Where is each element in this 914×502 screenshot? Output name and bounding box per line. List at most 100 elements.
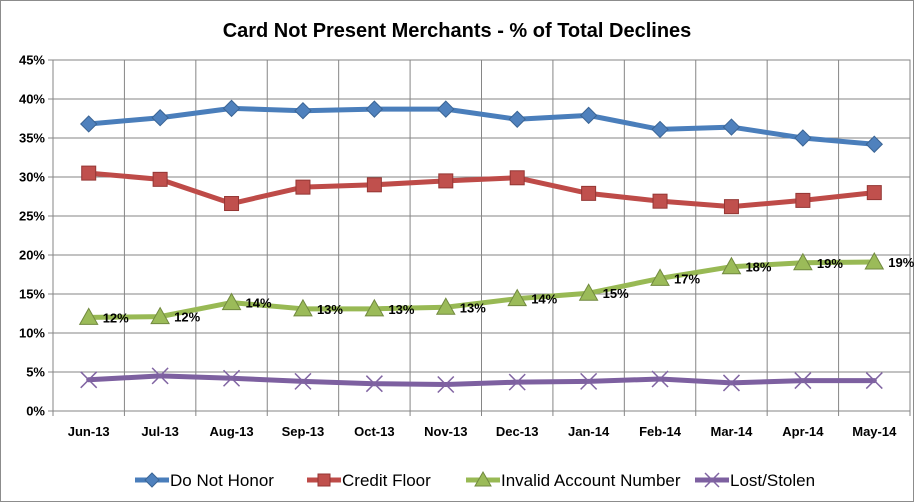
x-tick-label: Jun-13 (68, 424, 110, 439)
marker-x-stroke (580, 372, 598, 390)
legend-label: Lost/Stolen (730, 471, 815, 490)
marker-square (81, 165, 97, 181)
x-tick-label: Nov-13 (424, 424, 467, 439)
legend-label: Invalid Account Number (501, 471, 681, 490)
y-tick-label: 30% (19, 170, 45, 185)
data-label: 14% (246, 296, 272, 311)
marker-triangle (721, 256, 742, 275)
marker-x-stroke (722, 374, 740, 392)
marker-x-stroke (794, 372, 812, 390)
x-tick-label: Jul-13 (141, 424, 179, 439)
marker-square (723, 199, 739, 215)
marker-triangle (650, 268, 670, 286)
marker-x (508, 373, 526, 391)
series-layer (78, 99, 885, 394)
marker-x-stroke (223, 369, 241, 387)
marker-x (365, 375, 383, 393)
marker-x (437, 375, 455, 394)
marker-x (865, 372, 883, 390)
x-tick-label: Apr-14 (782, 424, 824, 439)
data-label: 13% (388, 302, 414, 317)
y-tick-label: 15% (19, 287, 45, 302)
marker-x (722, 374, 740, 392)
y-tick-label: 35% (19, 131, 45, 146)
x-tick-label: Mar-14 (710, 424, 753, 439)
legend-label: Do Not Honor (170, 471, 274, 490)
data-label: 13% (460, 300, 486, 315)
x-tick-label: Jan-14 (568, 424, 610, 439)
y-tick-label: 25% (19, 209, 45, 224)
marker-triangle (221, 292, 242, 311)
data-label: 19% (888, 255, 914, 270)
legend-item: Invalid Account Number (466, 470, 681, 490)
marker-triangle (507, 288, 528, 307)
marker-diamond (222, 99, 241, 118)
marker-triangle (578, 283, 599, 301)
series-line (86, 373, 877, 387)
gridlines (48, 59, 911, 416)
marker-triangle (864, 252, 885, 270)
marker-x-stroke (704, 472, 720, 488)
data-label: 15% (603, 286, 629, 301)
y-tick-label: 5% (26, 365, 45, 380)
marker-triangle (150, 306, 170, 325)
marker-diamond (794, 129, 812, 147)
y-tick-label: 0% (26, 404, 45, 419)
x-tick-label: Oct-13 (354, 424, 394, 439)
x-tick-label: Feb-14 (639, 424, 682, 439)
series-1 (81, 165, 882, 215)
marker-x (704, 472, 720, 488)
marker-x-stroke (151, 367, 169, 385)
marker-x (651, 370, 669, 388)
marker-diamond (508, 110, 526, 128)
y-tick-label: 40% (19, 92, 45, 107)
series-2 (78, 252, 885, 325)
marker-x-stroke (508, 373, 526, 391)
marker-square (509, 170, 525, 186)
marker-square (866, 185, 882, 201)
series-line (86, 259, 877, 320)
marker-diamond (144, 472, 160, 488)
marker-x (151, 367, 169, 385)
series-line (86, 170, 877, 210)
data-label: 19% (817, 256, 843, 271)
data-label: 14% (531, 292, 557, 307)
marker-triangle (293, 298, 313, 317)
marker-triangle (78, 307, 99, 325)
marker-diamond (579, 106, 598, 125)
marker-diamond (865, 135, 883, 153)
data-label: 17% (674, 271, 700, 286)
marker-x-stroke (80, 371, 98, 389)
marker-x-stroke (865, 372, 883, 390)
legend-item: Credit Floor (307, 471, 431, 490)
marker-square (795, 192, 811, 208)
marker-x (80, 371, 98, 389)
marker-diamond (80, 115, 98, 133)
marker-diamond (437, 100, 455, 118)
marker-square (317, 473, 331, 487)
y-tick-label: 10% (19, 326, 45, 341)
marker-square (295, 179, 311, 195)
y-tick-label: 45% (19, 53, 45, 68)
marker-x-stroke (437, 375, 455, 394)
marker-diamond (365, 100, 384, 118)
marker-square (366, 177, 382, 193)
marker-triangle (793, 252, 813, 271)
series-0 (80, 99, 883, 153)
marker-x (580, 372, 598, 390)
series-line (86, 105, 877, 147)
data-label: 18% (745, 260, 771, 275)
marker-x (794, 372, 812, 390)
marker-square (152, 171, 168, 187)
legend-item: Lost/Stolen (695, 471, 815, 490)
data-label: 12% (103, 310, 129, 325)
marker-square (438, 173, 454, 189)
marker-diamond (294, 101, 312, 120)
marker-triangle (435, 297, 456, 315)
marker-diamond (651, 120, 669, 139)
marker-x (223, 369, 241, 387)
marker-triangle (364, 298, 385, 317)
x-tick-label: Sep-13 (282, 424, 325, 439)
